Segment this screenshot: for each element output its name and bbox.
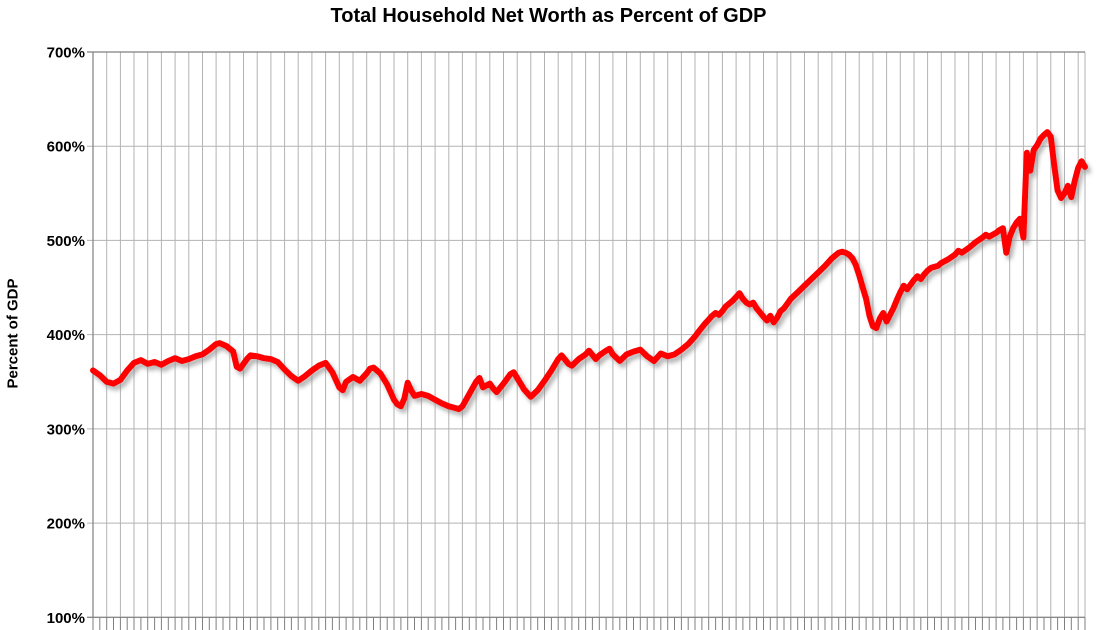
net-worth-series-line xyxy=(90,129,1088,413)
y-tick-label: 600% xyxy=(47,139,85,156)
y-tick-label: 200% xyxy=(47,516,85,533)
x-axis-tick-marks xyxy=(92,617,1086,630)
y-axis-tick-labels: 700% 600% 500% 400% 300% 200% 100% xyxy=(47,45,85,627)
y-tick-label: 400% xyxy=(47,327,85,344)
y-tick-label: 100% xyxy=(47,610,85,627)
y-tick-label: 500% xyxy=(47,233,85,250)
y-tick-label: 700% xyxy=(47,45,85,62)
chart-title: Total Household Net Worth as Percent of … xyxy=(330,5,767,27)
y-tick-label: 300% xyxy=(47,421,85,438)
